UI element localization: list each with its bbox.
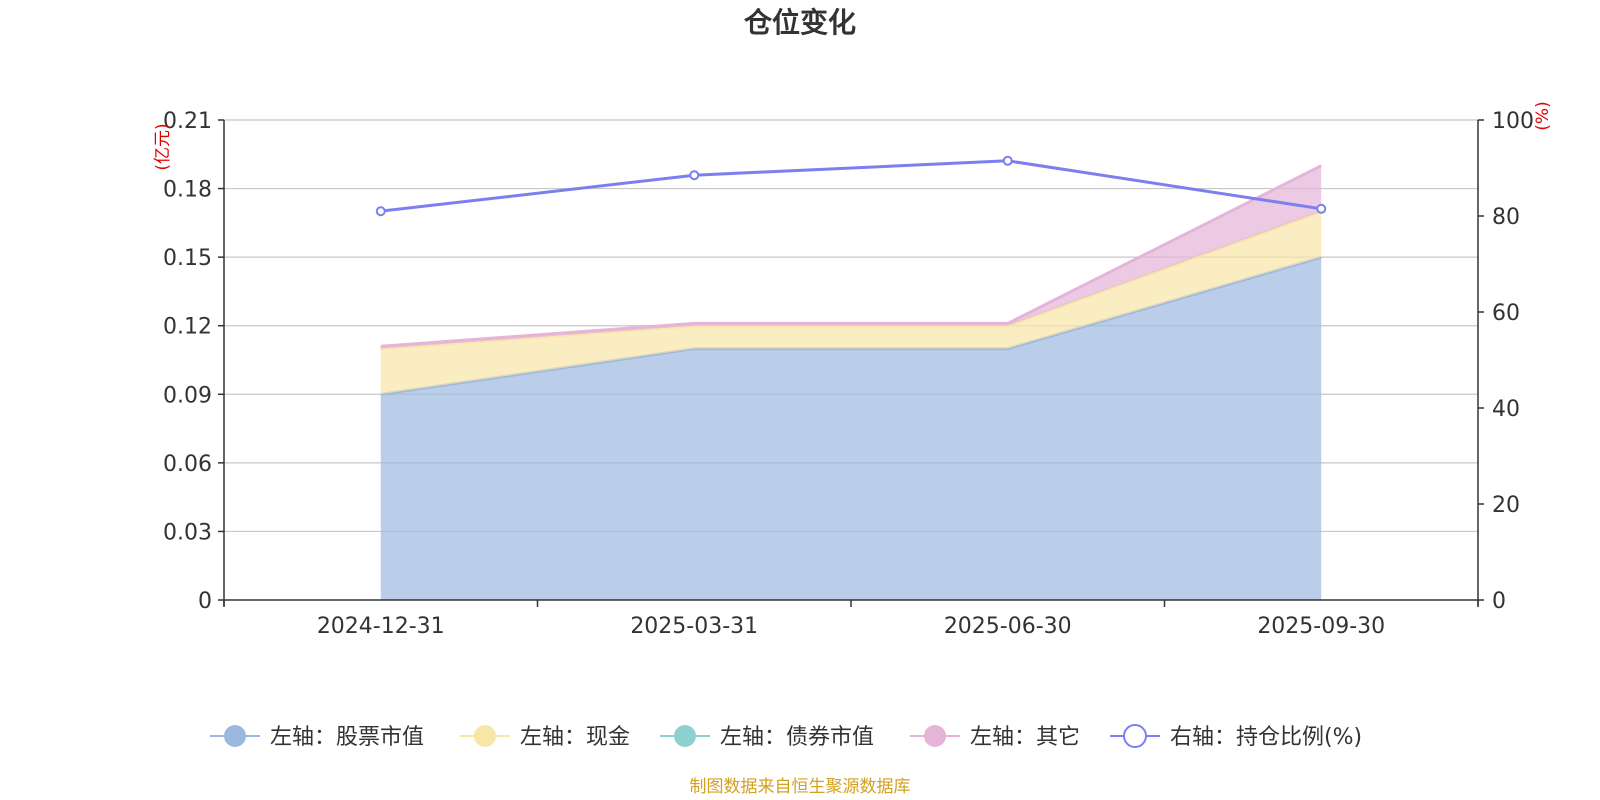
ratio-point xyxy=(1316,203,1327,214)
right-tick-label: 80 xyxy=(1492,205,1520,230)
legend-item: 左轴：股票市值 xyxy=(210,725,424,750)
left-tick-label: 0.18 xyxy=(163,178,212,203)
legend-item: 左轴：其它 xyxy=(910,725,1080,750)
area-fill xyxy=(380,257,1322,600)
area-series xyxy=(380,164,1322,600)
legend: 左轴：股票市值 左轴：现金 左轴：债券市值 左轴：其它 右轴：持仓比例(%) xyxy=(210,724,1362,750)
left-tick-label: 0.15 xyxy=(163,246,212,271)
chart-title: 仓位变化 xyxy=(744,6,856,39)
left-axis-unit: (亿元) xyxy=(153,123,173,170)
area-fill xyxy=(380,211,1322,395)
legend-item: 左轴：现金 xyxy=(460,725,630,750)
left-tick-label: 0.09 xyxy=(163,383,212,408)
x-tick-label: 2025-03-31 xyxy=(630,614,758,639)
ratio-point xyxy=(689,170,700,181)
right-tick-label: 20 xyxy=(1492,493,1520,518)
right-tick-label: 40 xyxy=(1492,397,1520,422)
ratio-line xyxy=(380,159,1322,213)
ratio-point xyxy=(375,206,386,217)
left-tick-label: 0.21 xyxy=(163,109,212,134)
ratio-line-series xyxy=(375,155,1327,217)
data-source-note: 制图数据来自恒生聚源数据库 xyxy=(690,777,911,797)
axes: 0 0.03 0.06 0.09 0.12 0.15 0.18 0.21 0 20 40 60 80 10… xyxy=(163,109,1534,639)
left-tick-label: 0.12 xyxy=(163,315,212,340)
x-tick-label: 2024-12-31 xyxy=(317,614,445,639)
legend-label: 左轴：股票市值 xyxy=(270,725,424,750)
ratio-point xyxy=(1002,155,1013,166)
left-tick-label: 0 xyxy=(198,589,212,614)
right-tick-label: 100 xyxy=(1492,109,1534,134)
legend-marker xyxy=(1123,724,1147,748)
x-tick-label: 2025-09-30 xyxy=(1257,614,1385,639)
legend-label: 左轴：债券市值 xyxy=(720,725,874,750)
legend-marker xyxy=(474,725,496,747)
legend-marker xyxy=(674,725,696,747)
x-tick-label: 2025-06-30 xyxy=(944,614,1072,639)
right-tick-label: 0 xyxy=(1492,589,1506,614)
right-tick-label: 60 xyxy=(1492,301,1520,326)
legend-marker xyxy=(224,725,246,747)
left-tick-label: 0.06 xyxy=(163,452,212,477)
right-axis-unit: (%) xyxy=(1533,101,1553,130)
legend-label: 右轴：持仓比例(%) xyxy=(1170,725,1362,750)
area-edge-line xyxy=(380,164,1322,348)
legend-item: 右轴：持仓比例(%) xyxy=(1110,724,1362,750)
legend-label: 左轴：现金 xyxy=(520,725,630,750)
left-tick-label: 0.03 xyxy=(163,520,212,545)
legend-item: 左轴：债券市值 xyxy=(660,725,874,750)
legend-label: 左轴：其它 xyxy=(970,725,1080,750)
legend-marker xyxy=(924,725,946,747)
